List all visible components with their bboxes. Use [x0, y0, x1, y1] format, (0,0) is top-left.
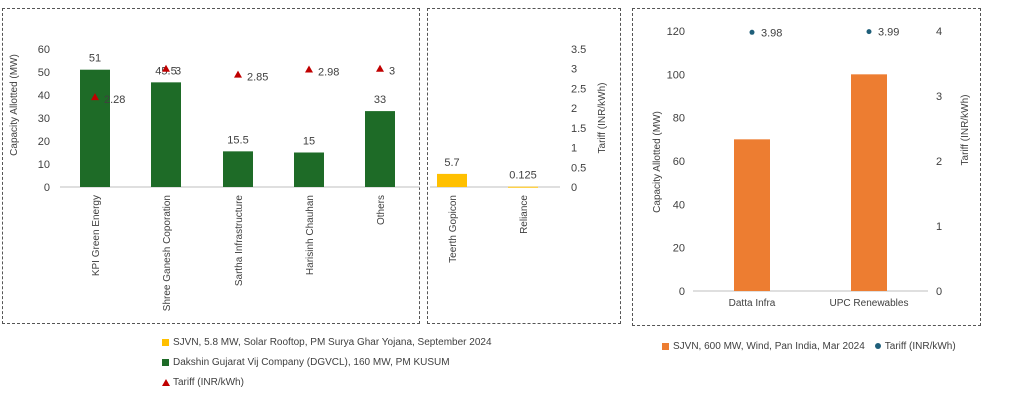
chart2-y2tick: 3.5 — [571, 44, 586, 56]
chart1-xtick: Shree Ganesh Coporation — [162, 195, 173, 311]
legend-right: SJVN, 600 MW, Wind, Pan India, Mar 2024 … — [662, 336, 956, 356]
chart3-y2tick: 0 — [936, 286, 942, 298]
legend-label-tariff-left: Tariff (INR/kWh) — [173, 376, 244, 388]
legend-item-dgvcl: Dakshin Gujarat Vij Company (DGVCL), 160… — [162, 352, 492, 372]
chart1-tariff-label: 3 — [175, 66, 181, 78]
chart3-tariff-label: 3.98 — [761, 27, 782, 39]
chart3-tariff-marker — [749, 29, 755, 35]
chart3-ylabel: Capacity Allotted (MW) — [652, 111, 663, 213]
chart1-xtick: Others — [376, 195, 387, 225]
chart2-xtick: Teerth Gopicon — [448, 195, 459, 263]
chart1-tariff-marker — [376, 64, 384, 72]
legend-item-sjvn-rooftop: SJVN, 5.8 MW, Solar Rooftop, PM Surya Gh… — [162, 332, 492, 352]
chart2-bar — [437, 173, 467, 187]
chart2-y2tick: 0 — [571, 182, 577, 194]
chart1-tariff-marker — [162, 64, 170, 72]
chart2-value-label: 0.125 — [509, 170, 537, 182]
chart3-ytick: 120 — [667, 26, 685, 38]
chart1-bar — [365, 111, 395, 187]
chart1-tariff-marker — [234, 70, 242, 78]
legend-swatch-sjvn-wind — [662, 342, 669, 350]
chart1-tariff-label: 3 — [389, 66, 395, 78]
chart3-y2tick: 1 — [936, 221, 942, 233]
chart1-ytick: 40 — [38, 90, 50, 102]
chart1-xtick: Sartha Infrastructure — [234, 195, 245, 287]
chart3-bar — [734, 139, 770, 291]
legend-label-sjvn-wind: SJVN, 600 MW, Wind, Pan India, Mar 2024 — [673, 340, 865, 352]
chart-panel-sjvn-rooftop — [427, 8, 621, 324]
chart1-tariff-label: 2.98 — [318, 67, 339, 79]
chart2-y2tick: 1.5 — [571, 123, 586, 135]
legend-label-sjvn-rooftop: SJVN, 5.8 MW, Solar Rooftop, PM Surya Gh… — [173, 336, 492, 348]
chart2-y2tick: 1 — [571, 143, 577, 155]
triangle-marker-icon — [162, 378, 170, 386]
chart1-xtick: Harisinh Chauhan — [305, 195, 316, 275]
chart1-ytick: 60 — [38, 44, 50, 56]
legend-item-tariff-left: Tariff (INR/kWh) — [162, 372, 492, 392]
chart3-y2tick: 3 — [936, 91, 942, 103]
chart3-ytick: 60 — [673, 156, 685, 168]
chart1-ytick: 30 — [38, 113, 50, 125]
dot-marker-icon — [874, 343, 881, 349]
chart-panel-dgvcl — [2, 8, 420, 324]
chart1-ytick: 50 — [38, 67, 50, 79]
chart1-value-label: 51 — [89, 53, 101, 65]
chart3-ytick: 80 — [673, 113, 685, 125]
chart3-tariff-marker — [866, 29, 872, 35]
chart3-xtick: UPC Renewables — [830, 298, 909, 309]
legend-left: SJVN, 5.8 MW, Solar Rooftop, PM Surya Gh… — [162, 332, 492, 392]
chart3-y2label: Tariff (INR/kWh) — [960, 95, 971, 166]
chart1-ytick: 0 — [44, 182, 50, 194]
legend-label-tariff-right: Tariff (INR/kWh) — [884, 340, 956, 352]
chart1-xtick: KPI Green Energy — [91, 195, 102, 276]
legend-swatch-sjvn-rooftop — [162, 338, 169, 346]
legend-row-right: SJVN, 600 MW, Wind, Pan India, Mar 2024 … — [662, 336, 956, 356]
chart1-tariff-marker — [91, 93, 99, 101]
chart3-ytick: 100 — [667, 69, 685, 81]
chart-panel-sjvn-wind — [632, 8, 981, 326]
chart3-y2tick: 4 — [936, 26, 942, 38]
legend-swatch-dgvcl — [162, 358, 169, 366]
chart1-tariff-label: 2.85 — [247, 72, 268, 84]
legend-label-dgvcl: Dakshin Gujarat Vij Company (DGVCL), 160… — [173, 356, 450, 368]
chart2-y2tick: 0.5 — [571, 162, 586, 174]
chart2-y2tick: 2 — [571, 103, 577, 115]
chart1-bar — [80, 69, 110, 187]
chart3-ytick: 20 — [673, 243, 685, 255]
chart1-value-label: 15 — [303, 136, 315, 148]
chart1-bar — [294, 152, 324, 187]
chart2-xtick: Reliance — [519, 195, 530, 234]
chart3-ytick: 0 — [679, 286, 685, 298]
chart1-value-label: 15.5 — [227, 134, 248, 146]
chart2-bar — [508, 186, 538, 188]
chart3-ytick: 40 — [673, 199, 685, 211]
chart2-y2label: Tariff (INR/kWh) — [597, 83, 608, 154]
chart1-ylabel: Capacity Allotted (MW) — [9, 54, 20, 156]
chart3-bar — [851, 74, 887, 291]
chart3-tariff-label: 3.99 — [878, 27, 899, 39]
chart2-y2tick: 2.5 — [571, 83, 586, 95]
chart1-value-label: 33 — [374, 94, 386, 106]
chart1-tariff-label: 2.28 — [104, 94, 125, 106]
chart1-ytick: 20 — [38, 136, 50, 148]
chart2-y2tick: 3 — [571, 64, 577, 76]
chart3-xtick: Datta Infra — [729, 298, 776, 309]
chart1-tariff-marker — [305, 65, 313, 73]
chart1-ytick: 10 — [38, 159, 50, 171]
chart1-bar — [223, 151, 253, 187]
chart3-y2tick: 2 — [936, 156, 942, 168]
chart2-value-label: 5.7 — [444, 157, 459, 169]
chart1-bar — [151, 82, 181, 187]
